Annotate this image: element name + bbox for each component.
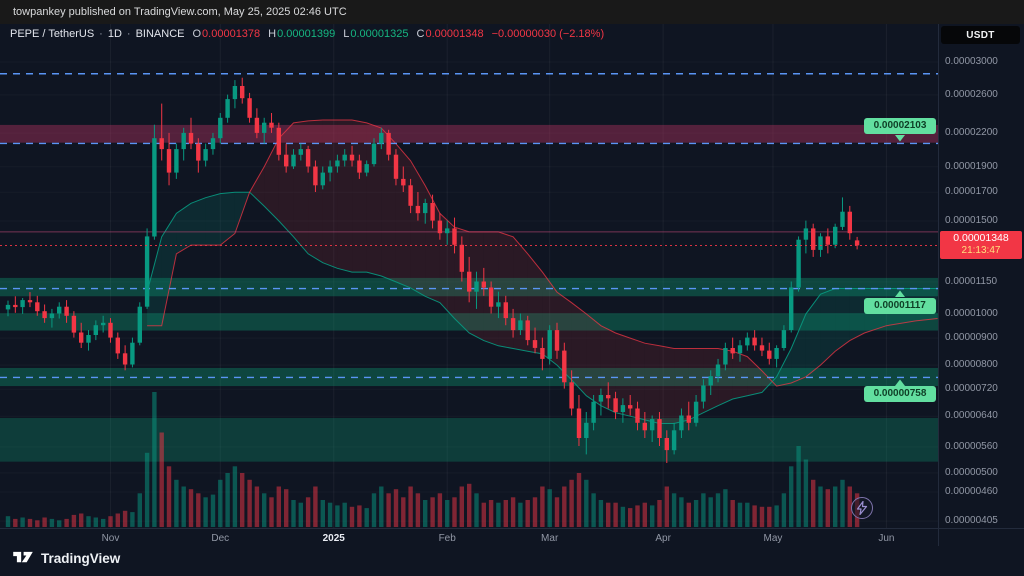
price-axis-label: 0.00000900: [945, 332, 998, 344]
currency-toggle-button[interactable]: USDT: [941, 26, 1020, 44]
bar-countdown: 21:13:47: [961, 245, 1001, 257]
price-axis-label: 0.00000800: [945, 359, 998, 371]
lightning-icon: [856, 501, 868, 515]
price-axis-label: 0.00000460: [945, 485, 998, 497]
close-value: 0.00001348: [425, 28, 484, 40]
open-value: 0.00001378: [202, 28, 261, 40]
price-axis-label: 0.00000500: [945, 466, 998, 478]
price-axis-label: 0.00000720: [945, 383, 998, 395]
time-axis-label: Nov: [101, 533, 120, 544]
low-label: L: [343, 28, 350, 40]
publish-banner: towpankey published on TradingView.com, …: [0, 0, 1024, 24]
time-axis-separator: [0, 528, 1024, 529]
price-axis-separator: [938, 24, 939, 546]
time-axis-label: Mar: [541, 533, 559, 544]
last-price-value: 0.00001348: [953, 232, 1009, 245]
price-axis-label: 0.00000405: [945, 515, 998, 527]
time-axis-label: Feb: [438, 533, 456, 544]
price-axis-label: 0.00001900: [945, 160, 998, 172]
exchange-label[interactable]: BINANCE: [135, 28, 185, 40]
price-axis-label: 0.00002600: [945, 88, 998, 100]
tradingview-logo-icon: [13, 551, 33, 563]
level-price-label: 0.00001117: [864, 297, 936, 314]
symbol-name[interactable]: PEPE / TetherUS: [10, 28, 95, 40]
close-label: C: [416, 28, 425, 40]
high-label: H: [268, 28, 277, 40]
tradingview-wordmark: TradingView: [41, 550, 121, 566]
legend-separator: ·: [126, 28, 131, 40]
time-axis-label: 2025: [322, 533, 345, 544]
price-axis-label: 0.00001150: [945, 275, 998, 287]
price-axis-label: 0.00000640: [945, 410, 998, 422]
boost-button[interactable]: [851, 497, 873, 519]
tradingview-footer-link[interactable]: TradingView: [12, 550, 120, 566]
legend-separator: ·: [99, 28, 103, 40]
level-price-label: 0.00000758: [864, 386, 936, 403]
price-axis-label: 0.00000560: [945, 440, 998, 452]
publish-banner-text: towpankey published on TradingView.com, …: [13, 6, 347, 18]
open-label: O: [192, 28, 202, 40]
time-axis-label: Apr: [655, 533, 671, 544]
interval-label[interactable]: 1D: [107, 28, 122, 40]
low-value: 0.00001325: [350, 28, 409, 40]
high-value: 0.00001399: [277, 28, 336, 40]
level-price-label: 0.00002103: [864, 118, 936, 135]
time-axis-label: May: [763, 533, 783, 544]
price-axis-label: 0.00003000: [945, 56, 998, 67]
change-value: −0.00000030 (−2.18%): [491, 28, 605, 40]
symbol-legend: PEPE / TetherUS · 1D · BINANCE O 0.000013…: [10, 28, 604, 40]
price-axis-label: 0.00002200: [945, 127, 998, 139]
price-axis-label: 0.00001700: [945, 186, 998, 198]
last-price-label: 0.00001348 21:13:47: [940, 231, 1022, 260]
price-axis-label: 0.00001000: [945, 307, 998, 319]
price-axis-label: 0.00001500: [945, 214, 998, 226]
time-axis-label: Jun: [878, 533, 895, 544]
time-axis-label: Dec: [211, 533, 230, 544]
